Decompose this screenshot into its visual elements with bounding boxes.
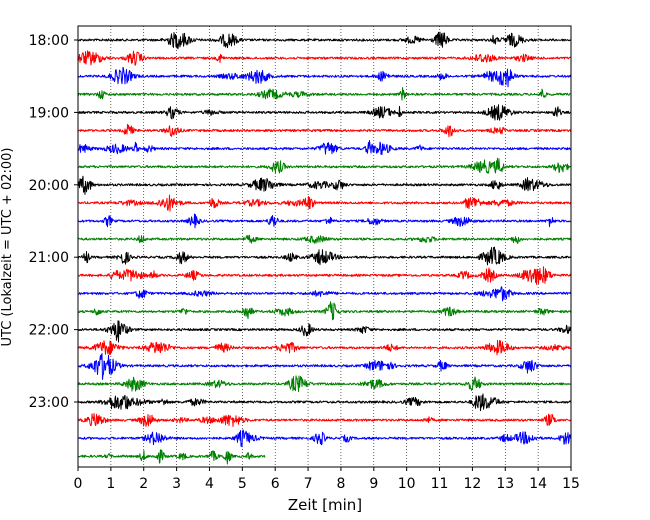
trace-row — [77, 266, 572, 285]
y-tick-label: 23:00 — [29, 395, 69, 411]
trace-row — [77, 213, 572, 229]
trace-row — [77, 104, 572, 121]
x-tick-label: 7 — [304, 476, 313, 492]
trace-row — [77, 175, 572, 195]
x-tick-label: 3 — [172, 476, 181, 492]
y-axis-ticks: 18:00 19:00 20:00 21:00 22:00 23:00 — [29, 33, 78, 411]
trace-row — [77, 140, 572, 155]
trace-rows — [77, 31, 572, 465]
trace-row — [77, 353, 572, 380]
y-tick-label: 20:00 — [29, 178, 69, 194]
x-tick-label: 6 — [271, 476, 280, 492]
x-tick-label: 11 — [431, 476, 449, 492]
trace-row — [77, 123, 572, 138]
trace-row — [77, 393, 572, 412]
x-axis-ticks: 0 1 2 3 4 5 6 7 8 9 10 11 12 13 14 15 — [74, 467, 580, 492]
trace-row — [77, 50, 572, 66]
trace-row — [77, 87, 572, 101]
trace-row — [77, 449, 266, 465]
x-tick-label: 5 — [238, 476, 247, 492]
trace-row — [77, 301, 572, 321]
x-tick-label: 15 — [562, 476, 580, 492]
y-axis-label: UTC (Lokalzeit = UTC + 02:00) — [0, 148, 15, 347]
x-tick-label: 9 — [369, 476, 378, 492]
trace-row — [78, 194, 572, 212]
trace-row — [77, 157, 572, 174]
y-tick-label: 18:00 — [29, 33, 69, 49]
trace-row — [77, 320, 572, 343]
trace-row — [77, 413, 572, 427]
trace-row — [77, 66, 572, 88]
trace-row — [78, 429, 572, 448]
x-tick-label: 10 — [398, 476, 416, 492]
plot-frame — [77, 25, 572, 468]
x-tick-label: 12 — [463, 476, 481, 492]
x-tick-label: 2 — [139, 476, 148, 492]
x-gridlines — [110, 26, 539, 467]
trace-row — [77, 31, 572, 50]
x-tick-label: 0 — [74, 476, 83, 492]
x-axis-label: Zeit [min] — [288, 496, 362, 514]
y-tick-label: 19:00 — [29, 105, 69, 121]
x-tick-label: 14 — [529, 476, 547, 492]
y-tick-label: 21:00 — [29, 250, 69, 266]
x-tick-label: 1 — [106, 476, 115, 492]
x-tick-label: 8 — [336, 476, 345, 492]
x-tick-label: 13 — [496, 476, 514, 492]
trace-row — [77, 234, 572, 244]
x-tick-label: 4 — [205, 476, 214, 492]
trace-row — [77, 339, 572, 356]
y-tick-label: 22:00 — [29, 323, 69, 339]
trace-row — [77, 375, 571, 392]
trace-row — [77, 286, 572, 302]
trace-row — [77, 246, 572, 266]
